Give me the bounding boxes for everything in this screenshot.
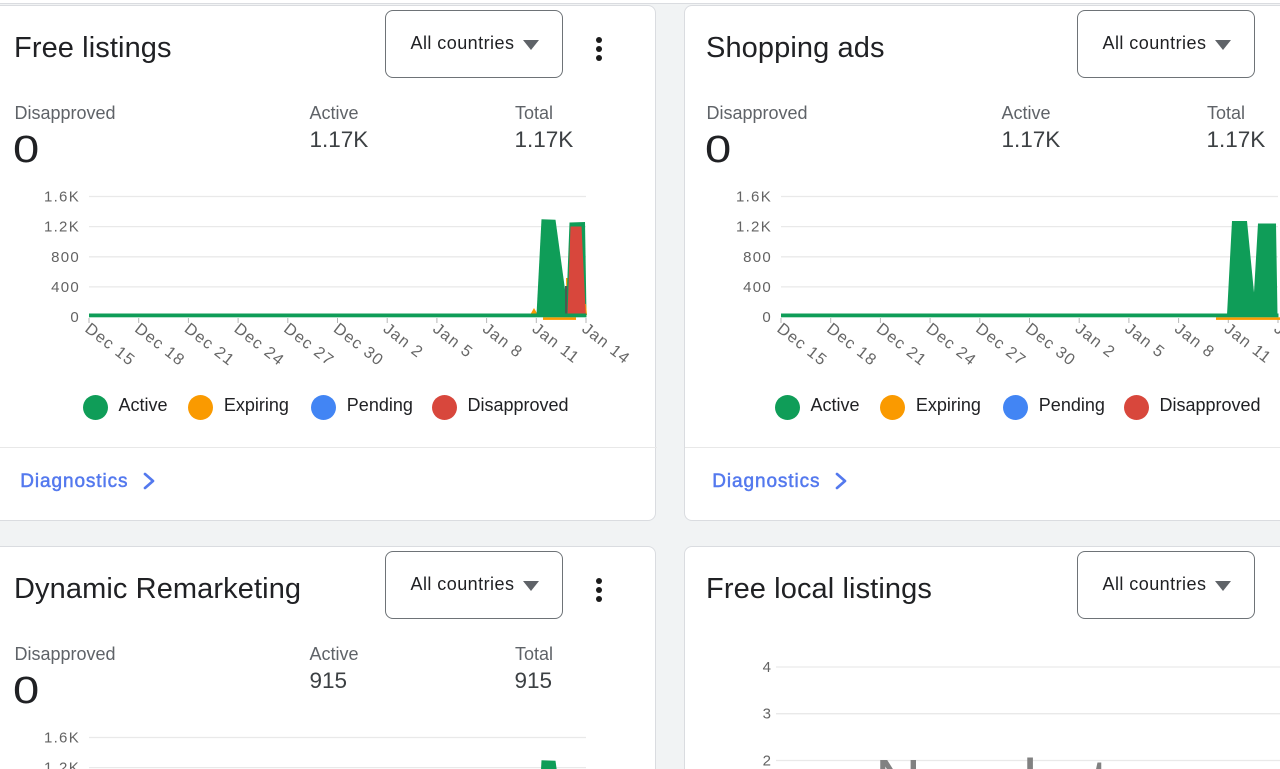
svg-text:Dec 18: Dec 18 — [131, 320, 188, 370]
svg-text:0: 0 — [762, 309, 772, 326]
svg-text:No data: No data — [875, 746, 1162, 769]
svg-text:Jan 5: Jan 5 — [1121, 320, 1168, 362]
svg-text:400: 400 — [743, 279, 772, 296]
svg-text:Dec 24: Dec 24 — [923, 320, 980, 370]
svg-text:Jan 11: Jan 11 — [529, 320, 583, 368]
svg-text:Jan 5: Jan 5 — [429, 320, 476, 362]
svg-text:800: 800 — [51, 249, 80, 266]
svg-text:Dec 30: Dec 30 — [330, 320, 387, 370]
svg-text:1.2K: 1.2K — [44, 760, 80, 769]
svg-text:Dec 30: Dec 30 — [1022, 320, 1079, 370]
svg-text:Jan 8: Jan 8 — [479, 320, 526, 362]
svg-text:2: 2 — [763, 753, 771, 769]
svg-text:1.6K: 1.6K — [44, 189, 80, 206]
svg-text:0: 0 — [70, 309, 80, 326]
svg-text:Dec 21: Dec 21 — [181, 320, 238, 370]
svg-text:Jan 8: Jan 8 — [1171, 320, 1218, 362]
svg-text:3: 3 — [763, 706, 771, 723]
svg-text:Dec 27: Dec 27 — [280, 320, 337, 370]
svg-text:Dec 15: Dec 15 — [774, 320, 831, 370]
svg-text:1.2K: 1.2K — [44, 219, 80, 236]
svg-text:1.6K: 1.6K — [736, 189, 772, 206]
svg-text:Jan 14: Jan 14 — [579, 320, 634, 369]
svg-text:Dec 21: Dec 21 — [873, 320, 930, 370]
svg-text:Dec 24: Dec 24 — [231, 320, 288, 370]
svg-text:4: 4 — [763, 659, 771, 676]
svg-text:Dec 27: Dec 27 — [972, 320, 1029, 370]
svg-text:Dec 15: Dec 15 — [82, 320, 139, 370]
svg-text:1.6K: 1.6K — [44, 730, 80, 747]
svg-text:Dec 18: Dec 18 — [823, 320, 880, 370]
svg-text:Jan 11: Jan 11 — [1221, 320, 1275, 368]
svg-text:Jan 14: Jan 14 — [1271, 320, 1280, 369]
svg-text:800: 800 — [743, 249, 772, 266]
svg-text:400: 400 — [51, 279, 80, 296]
svg-text:1.2K: 1.2K — [736, 219, 772, 236]
